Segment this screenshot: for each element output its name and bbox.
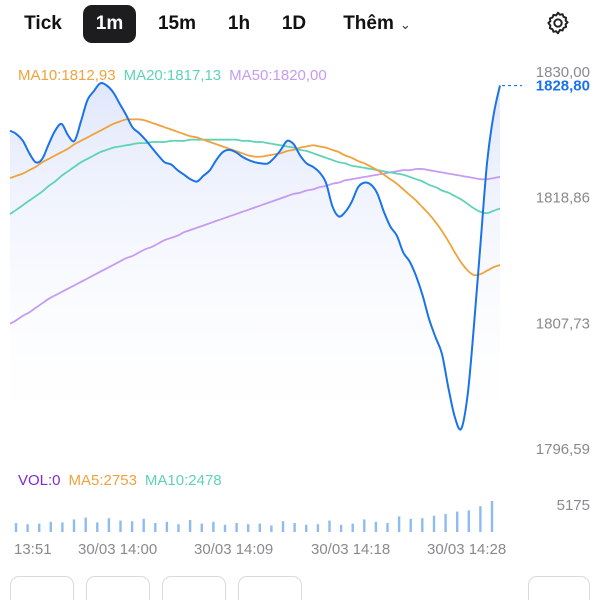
volume-bar <box>363 519 365 532</box>
volume-bar <box>398 516 400 532</box>
volume-bar <box>73 519 75 532</box>
x-tick-label: 30/03 14:09 <box>194 541 273 558</box>
volume-bar <box>410 519 412 532</box>
volume-bar <box>293 523 295 532</box>
last-price-label: 1828,80 <box>536 78 590 95</box>
volume-bar <box>305 525 307 532</box>
volume-bar <box>201 524 203 532</box>
volume-bar <box>96 522 98 532</box>
volume-bar <box>119 521 121 532</box>
volume-bar <box>421 518 423 532</box>
x-tick-label: 30/03 14:18 <box>311 541 390 558</box>
volume-bar <box>282 521 284 532</box>
series-lines: 1828,80 <box>10 78 590 449</box>
volume-bar <box>352 524 354 532</box>
volume-bar <box>235 523 237 532</box>
volume-bars: 5175 <box>15 497 590 532</box>
volume-bar <box>38 524 40 532</box>
volume-bar <box>456 512 458 532</box>
volume-bar <box>386 523 388 532</box>
volume-bar <box>177 524 179 532</box>
y-tick-label: 1807,73 <box>536 315 590 332</box>
volume-bar <box>317 524 319 532</box>
volume-bar <box>270 525 272 532</box>
volume-bar <box>212 522 214 532</box>
volume-bar <box>479 506 481 532</box>
fullscreen-button[interactable] <box>528 576 590 600</box>
toolbar-button-3[interactable] <box>162 576 226 600</box>
volume-max-label: 5175 <box>557 497 590 514</box>
volume-bar <box>433 516 435 532</box>
volume-bar <box>224 525 226 532</box>
x-tick-label: 13:51 <box>14 541 52 558</box>
volume-bar <box>247 524 249 532</box>
volume-bar <box>468 510 470 532</box>
volume-bar <box>444 514 446 532</box>
volume-bar <box>143 519 145 532</box>
volume-bar <box>61 522 63 532</box>
volume-bar <box>108 518 110 532</box>
price-area-fill <box>10 83 500 449</box>
volume-bar <box>340 525 342 532</box>
volume-bar <box>259 524 261 532</box>
volume-bar <box>491 501 493 532</box>
volume-bar <box>375 522 377 532</box>
toolbar-button-4[interactable] <box>238 576 302 600</box>
toolbar-button-2[interactable] <box>86 576 150 600</box>
volume-bar <box>166 522 168 532</box>
volume-bar <box>26 524 28 532</box>
volume-bar <box>328 521 330 532</box>
volume-bar <box>131 521 133 532</box>
volume-bar <box>189 520 191 532</box>
x-tick-label: 30/03 14:00 <box>78 541 157 558</box>
y-tick-label: 1818,86 <box>536 190 590 207</box>
volume-bar <box>15 523 17 532</box>
volume-bar <box>154 523 156 532</box>
x-tick-label: 30/03 14:28 <box>427 541 506 558</box>
volume-bar <box>85 518 87 532</box>
volume-bar <box>50 522 52 532</box>
time-axis: 13:51 30/03 14:00 30/03 14:09 30/03 14:18 30… <box>14 541 506 558</box>
y-tick-label: 1796,59 <box>536 441 590 458</box>
toolbar-button-1[interactable] <box>10 576 74 600</box>
